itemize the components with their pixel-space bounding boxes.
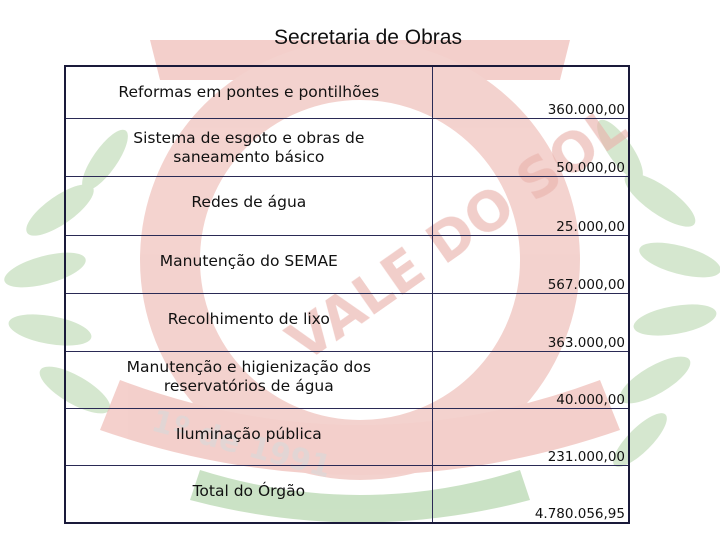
budget-table: Reformas em pontes e pontilhões 360.000,… bbox=[64, 65, 630, 524]
value-cell: 4.780.056,95 bbox=[431, 464, 630, 524]
value-cell: 567.000,00 bbox=[431, 234, 630, 294]
item-cell: Manutenção do SEMAE bbox=[64, 234, 433, 294]
page-title: Secretaria de Obras bbox=[274, 26, 462, 49]
item-label: Redes de água bbox=[191, 192, 307, 211]
value-cell: 360.000,00 bbox=[431, 65, 630, 119]
item-value: 25.000,00 bbox=[556, 218, 625, 235]
item-cell: Total do Órgão bbox=[64, 464, 433, 524]
item-value: 40.000,00 bbox=[556, 391, 625, 408]
item-value: 231.000,00 bbox=[547, 448, 625, 465]
item-value: 360.000,00 bbox=[547, 101, 625, 118]
value-cell: 231.000,00 bbox=[431, 407, 630, 466]
item-label: Iluminação pública bbox=[175, 424, 322, 443]
table-row: Iluminação pública 231.000,00 bbox=[64, 407, 630, 466]
item-cell: Redes de água bbox=[64, 175, 433, 236]
item-label: Recolhimento de lixo bbox=[167, 309, 330, 328]
table-row: Reformas em pontes e pontilhões 360.000,… bbox=[64, 65, 630, 119]
value-cell: 50.000,00 bbox=[431, 117, 630, 177]
table-row: Redes de água 25.000,00 bbox=[64, 175, 630, 236]
item-cell: Iluminação pública bbox=[64, 407, 433, 466]
item-cell: Sistema de esgoto e obras de saneamento … bbox=[64, 117, 433, 177]
item-value: 4.780.056,95 bbox=[534, 506, 625, 522]
table-row: Manutenção do SEMAE 567.000,00 bbox=[64, 234, 630, 294]
item-value: 567.000,00 bbox=[547, 276, 625, 293]
value-cell: 40.000,00 bbox=[431, 350, 630, 409]
value-cell: 25.000,00 bbox=[431, 175, 630, 236]
value-cell: 363.000,00 bbox=[431, 292, 630, 352]
table-row: Recolhimento de lixo 363.000,00 bbox=[64, 292, 630, 352]
item-label: Total do Órgão bbox=[192, 481, 306, 500]
item-value: 50.000,00 bbox=[556, 159, 625, 176]
item-value: 363.000,00 bbox=[547, 334, 625, 351]
item-cell: Reformas em pontes e pontilhões bbox=[64, 65, 433, 119]
item-label: Sistema de esgoto e obras de saneamento … bbox=[133, 128, 365, 166]
item-label: Reformas em pontes e pontilhões bbox=[118, 83, 380, 101]
item-cell: Manutenção e higienização dos reservatór… bbox=[64, 350, 433, 409]
item-cell: Recolhimento de lixo bbox=[64, 292, 433, 352]
table-row: Manutenção e higienização dos reservatór… bbox=[64, 350, 630, 409]
item-label: Manutenção do SEMAE bbox=[159, 251, 338, 270]
table-row: Sistema de esgoto e obras de saneamento … bbox=[64, 117, 630, 177]
item-label: Manutenção e higienização dos reservatór… bbox=[126, 357, 371, 395]
table-row-total: Total do Órgão 4.780.056,95 bbox=[64, 464, 630, 524]
